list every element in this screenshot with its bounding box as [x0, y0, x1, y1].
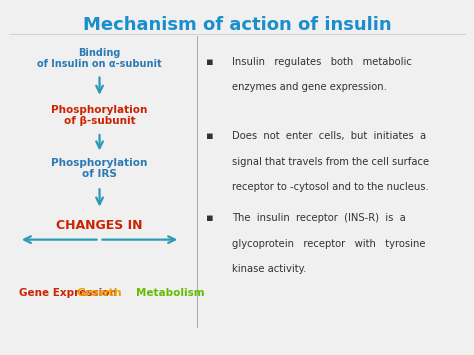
Text: Does  not  enter  cells,  but  initiates  a: Does not enter cells, but initiates a: [232, 131, 427, 141]
Text: Insulin   regulates   both   metabolic: Insulin regulates both metabolic: [232, 57, 412, 67]
Text: signal that travels from the cell surface: signal that travels from the cell surfac…: [232, 157, 429, 167]
Text: receptor to -cytosol and to the nucleus.: receptor to -cytosol and to the nucleus.: [232, 182, 429, 192]
Text: ▪: ▪: [206, 57, 214, 67]
Text: Gene Expression: Gene Expression: [19, 288, 117, 298]
Text: ▪: ▪: [206, 131, 214, 141]
Text: ▪: ▪: [206, 213, 214, 223]
Text: glycoprotein   receptor   with   tyrosine: glycoprotein receptor with tyrosine: [232, 239, 426, 248]
Text: Mechanism of action of insulin: Mechanism of action of insulin: [82, 16, 392, 34]
Text: Growth: Growth: [77, 288, 122, 298]
Text: enzymes and gene expression.: enzymes and gene expression.: [232, 82, 387, 92]
Text: Metabolism: Metabolism: [137, 288, 205, 298]
Text: The  insulin  receptor  (INS-R)  is  a: The insulin receptor (INS-R) is a: [232, 213, 406, 223]
Text: CHANGES IN: CHANGES IN: [56, 219, 143, 232]
Text: kinase activity.: kinase activity.: [232, 264, 307, 274]
Text: Phosphorylation
of β-subunit: Phosphorylation of β-subunit: [51, 105, 148, 126]
Text: Binding
of Insulin on α-subunit: Binding of Insulin on α-subunit: [37, 48, 162, 69]
Text: Phosphorylation
of IRS: Phosphorylation of IRS: [51, 158, 148, 179]
